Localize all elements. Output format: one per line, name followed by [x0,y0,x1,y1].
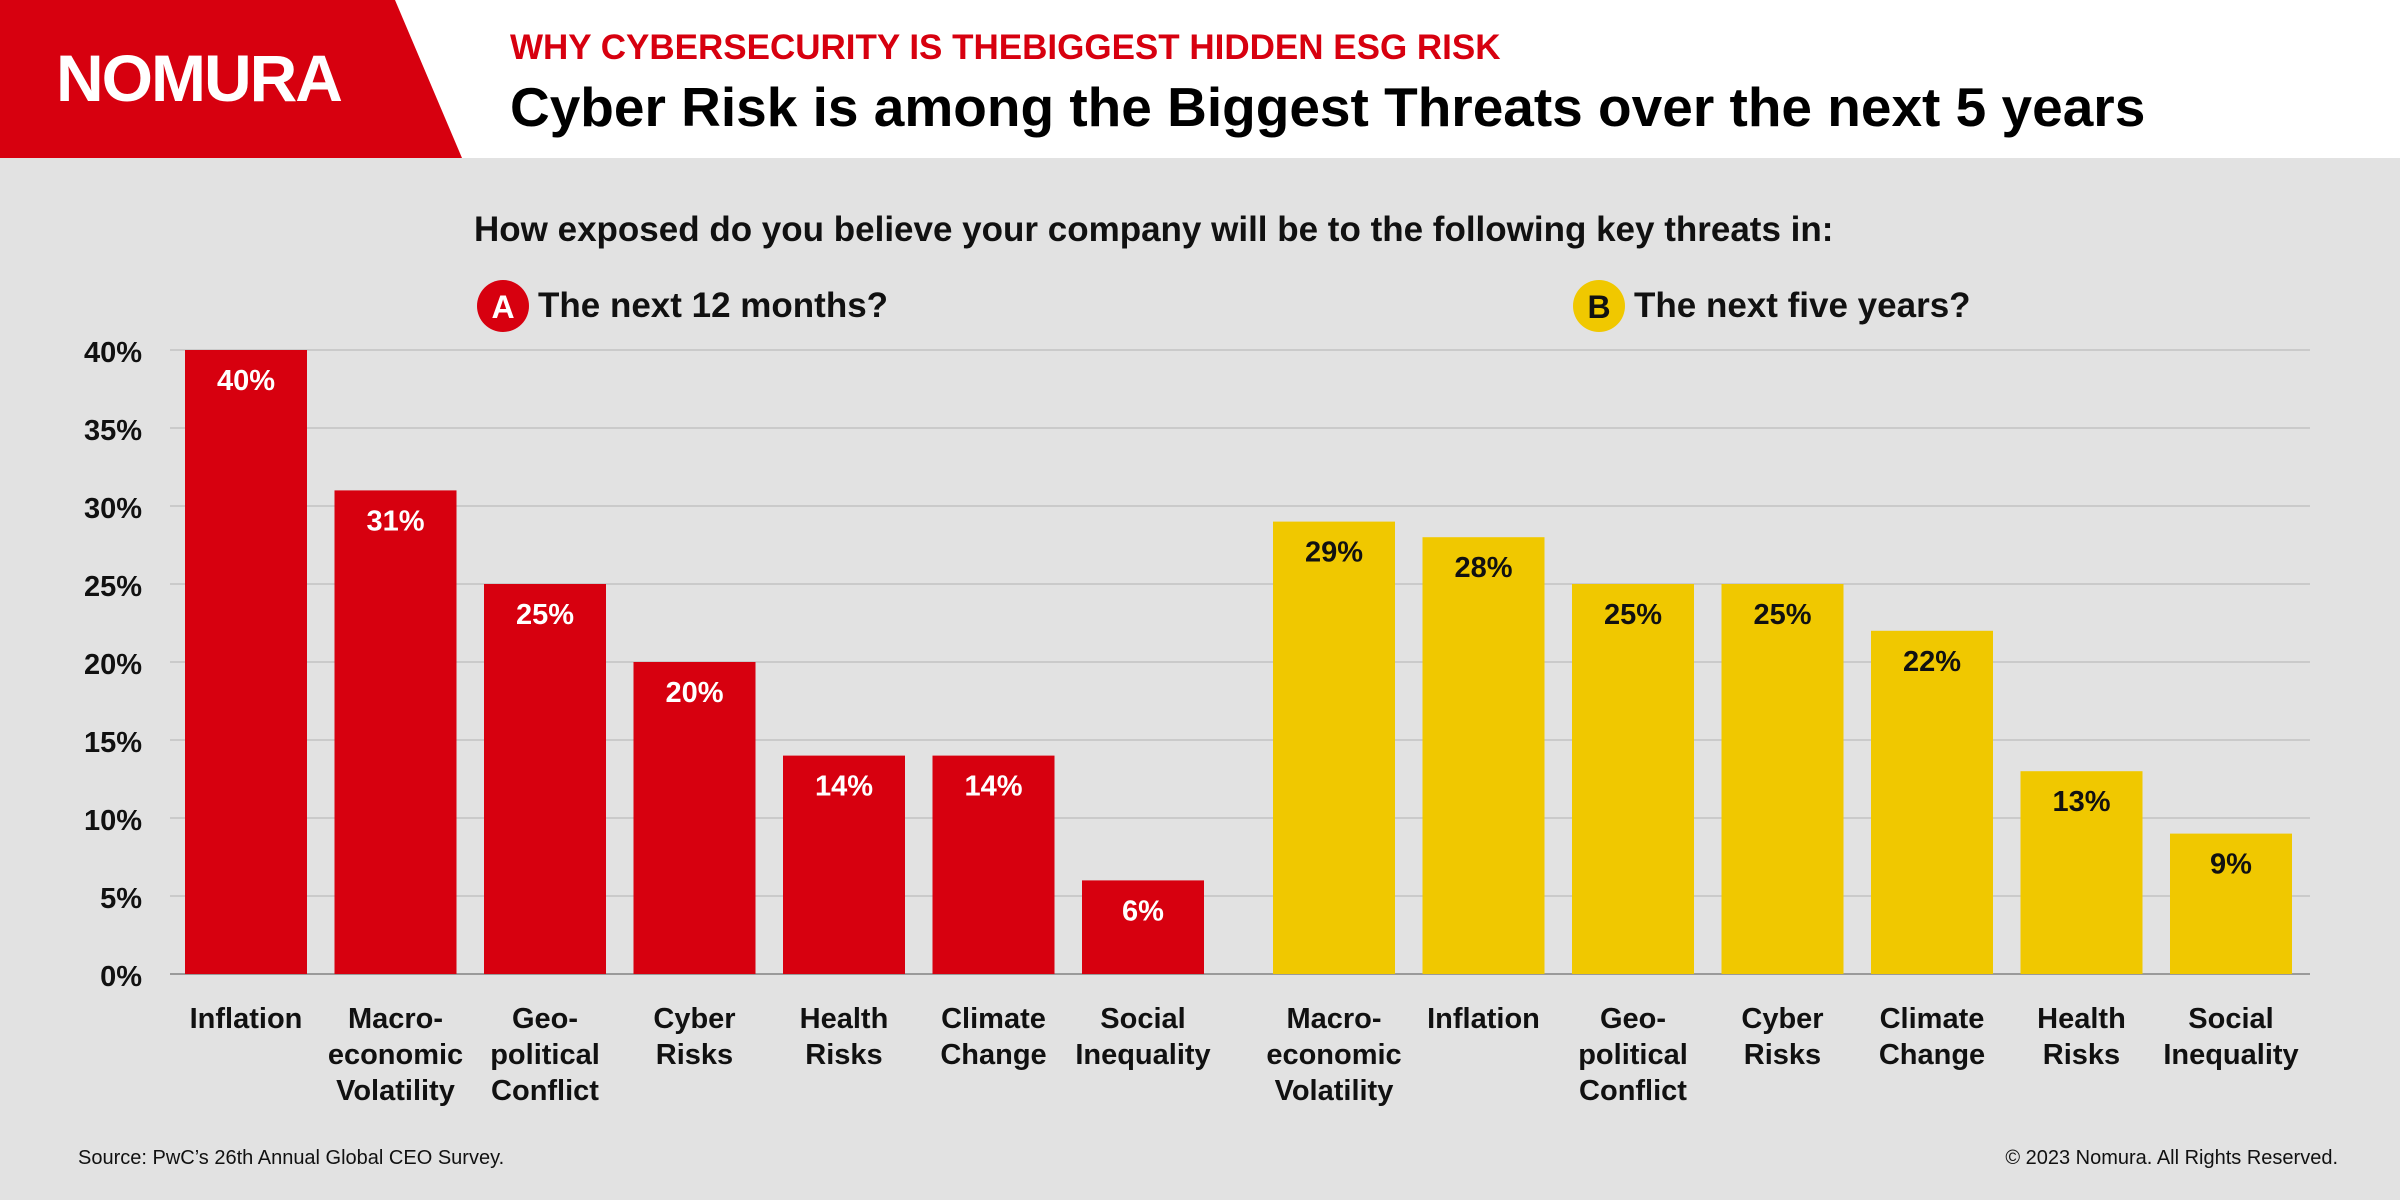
category-label: Inflation [190,1003,303,1035]
bar [2020,771,2143,974]
bar-value-label: 14% [815,771,873,803]
bar [1721,584,1844,974]
bar-value-label: 25% [516,599,574,631]
category-label: Geo-political Conflict [1578,1003,1688,1107]
legend-label: The next five years? [1634,286,1971,325]
category-label: Geo-political Conflict [490,1003,600,1107]
bar [1572,584,1694,974]
category-label: Cyber Risks [1741,1003,1823,1071]
legend-badge-b [1573,280,1625,332]
category-label: Cyber Risks [653,1003,735,1071]
copyright-note: © 2023 Nomura. All Rights Reserved. [2005,1147,2338,1169]
bar-value-label: 6% [1122,895,1164,927]
headline-title: Cyber Risk is among the Biggest Threats … [510,76,2146,138]
bar-value-label: 25% [1753,599,1811,631]
y-tick-label: 10% [84,805,142,837]
y-tick-label: 15% [84,727,142,759]
bar [1422,537,1545,974]
source-note: Source: PwC’s 26th Annual Global CEO Sur… [78,1147,505,1169]
header-bar: NOMURA WHY CYBERSECURITY IS THEBIGGEST H… [0,0,2400,158]
bar-value-label: 25% [1604,599,1662,631]
bar-value-label: 20% [665,677,723,709]
bar-value-label: 28% [1454,552,1512,584]
bar-value-label: 29% [1305,537,1363,569]
y-tick-label: 35% [84,415,142,447]
bar [334,490,457,974]
bar-value-label: 14% [964,771,1022,803]
y-tick-label: 25% [84,571,142,603]
bar [783,755,905,974]
bar [1273,521,1395,974]
category-label: Health Risks [800,1003,889,1071]
bar [633,662,756,974]
bar-value-label: 9% [2210,849,2252,881]
nomura-logo: NOMURA [56,41,343,115]
y-tick-label: 5% [100,883,142,915]
bar-value-label: 13% [2052,786,2110,818]
legend-badge-a [477,280,529,332]
category-label: Climate Change [1879,1003,1985,1071]
bar [1871,630,1993,974]
category-label: Inflation [1427,1003,1540,1035]
y-tick-label: 0% [100,961,142,993]
category-label: Social Inequality [2163,1003,2298,1071]
logo-block: NOMURA [0,0,462,158]
bar [185,350,307,974]
category-label: Health Risks [2037,1003,2126,1071]
category-label: Macro-economic Volatility [328,1003,463,1107]
bar [932,755,1055,974]
category-label: Climate Change [940,1003,1046,1071]
bar [1082,880,1204,974]
category-label: Social Inequality [1075,1003,1210,1071]
kicker-title: WHY CYBERSECURITY IS THEBIGGEST HIDDEN E… [510,28,1501,67]
legend-badge-letter: B [1587,289,1610,325]
y-tick-label: 30% [84,493,142,525]
bar [2170,833,2292,974]
bar [484,584,606,974]
y-tick-label: 40% [84,337,142,369]
category-label: Macro-economic Volatility [1266,1003,1401,1107]
y-tick-label: 20% [84,649,142,681]
bar-value-label: 31% [366,505,424,537]
legend-label: The next 12 months? [538,286,888,325]
survey-question: How exposed do you believe your company … [474,210,1834,249]
legend-badge-letter: A [491,289,514,325]
bar-value-label: 40% [217,365,275,397]
bar-value-label: 22% [1903,646,1961,678]
